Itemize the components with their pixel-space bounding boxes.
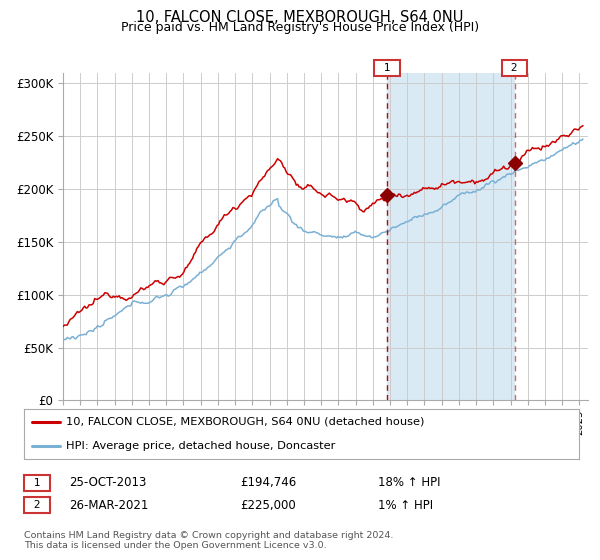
Text: HPI: Average price, detached house, Doncaster: HPI: Average price, detached house, Donc… xyxy=(65,441,335,451)
Text: 1: 1 xyxy=(377,63,397,73)
Text: 2: 2 xyxy=(27,500,47,510)
Text: Contains HM Land Registry data © Crown copyright and database right 2024.
This d: Contains HM Land Registry data © Crown c… xyxy=(24,531,394,550)
Text: 1: 1 xyxy=(27,478,47,488)
Text: 1% ↑ HPI: 1% ↑ HPI xyxy=(378,498,433,512)
Text: 2: 2 xyxy=(505,63,524,73)
Text: 26-MAR-2021: 26-MAR-2021 xyxy=(69,498,148,512)
Text: 18% ↑ HPI: 18% ↑ HPI xyxy=(378,476,440,489)
Text: 10, FALCON CLOSE, MEXBOROUGH, S64 0NU (detached house): 10, FALCON CLOSE, MEXBOROUGH, S64 0NU (d… xyxy=(65,417,424,427)
Text: Price paid vs. HM Land Registry's House Price Index (HPI): Price paid vs. HM Land Registry's House … xyxy=(121,21,479,34)
Bar xyxy=(387,73,514,400)
Text: £225,000: £225,000 xyxy=(240,498,296,512)
Text: £194,746: £194,746 xyxy=(240,476,296,489)
Text: 25-OCT-2013: 25-OCT-2013 xyxy=(69,476,146,489)
Text: 10, FALCON CLOSE, MEXBOROUGH, S64 0NU: 10, FALCON CLOSE, MEXBOROUGH, S64 0NU xyxy=(136,10,464,25)
